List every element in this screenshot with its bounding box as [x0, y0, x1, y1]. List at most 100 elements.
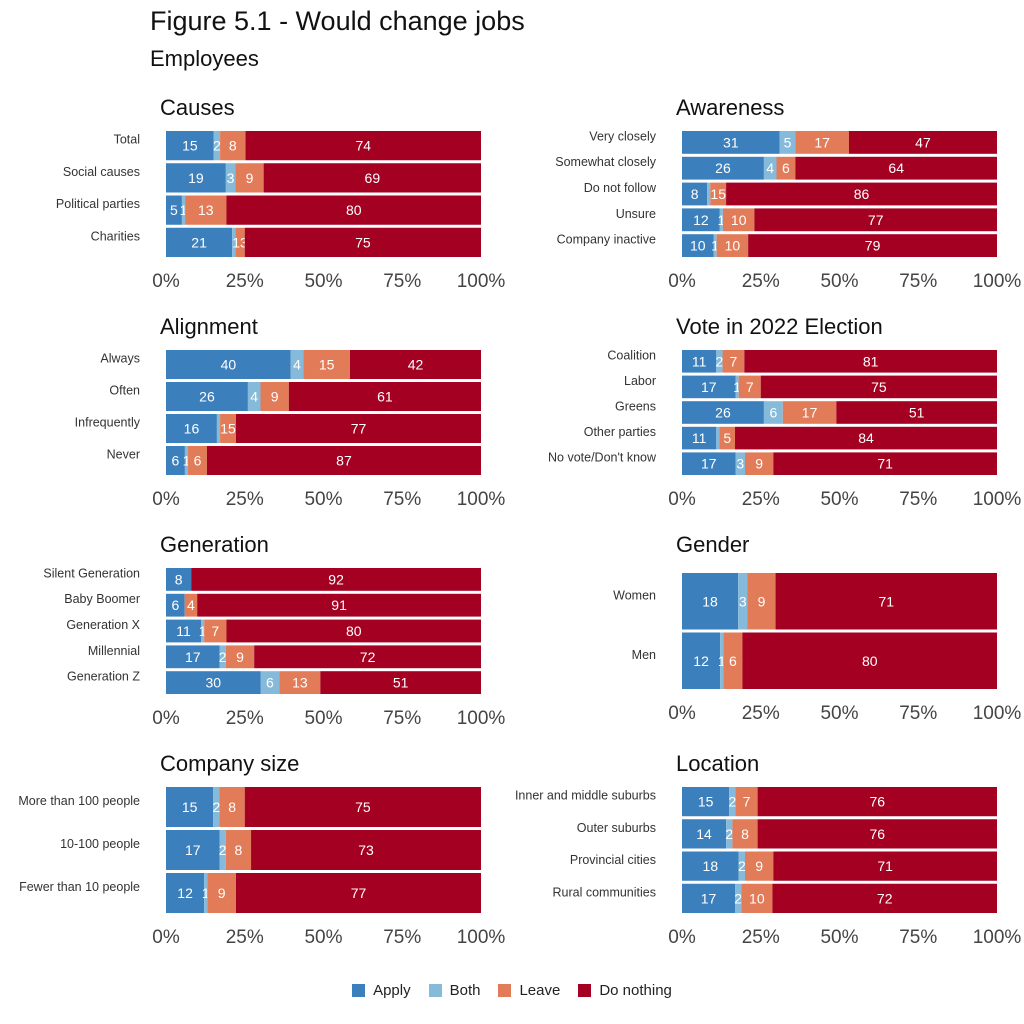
data-label: 2: [729, 794, 737, 810]
data-label: 15: [710, 186, 726, 202]
axis-tick-label: 0%: [152, 927, 180, 948]
data-label: 81: [863, 353, 879, 369]
category-label: Unsure: [616, 207, 656, 221]
bar-segment-do-nothing: [760, 375, 997, 399]
data-label: 71: [877, 456, 893, 472]
bar-segment-apply: [166, 830, 220, 870]
bar-segment-leave: [235, 163, 264, 193]
legend-label-apply: Apply: [373, 982, 411, 999]
bar-segment-apply: [166, 787, 214, 827]
bar-segment-do-nothing: [226, 619, 481, 643]
data-label: 19: [188, 170, 204, 186]
bar-segment-leave: [738, 375, 761, 399]
bar-segment-leave: [225, 830, 252, 870]
category-label: Charities: [91, 229, 140, 243]
data-label: 8: [229, 138, 237, 154]
bar-segment-both: [716, 350, 723, 373]
bar-segment-do-nothing: [773, 851, 997, 881]
bar-segment-both: [213, 131, 221, 161]
axis-tick-label: 100%: [973, 927, 1022, 948]
bar-segment-apply: [682, 883, 736, 913]
data-label: 8: [175, 571, 183, 587]
bar-segment-leave: [723, 632, 743, 689]
legend-swatch-both: [428, 984, 442, 997]
legend-swatch-do-nothing: [578, 984, 592, 997]
bar-segment-both: [219, 830, 226, 870]
bar-segment-apply: [166, 593, 185, 617]
bar-segment-apply: [166, 568, 192, 591]
axis-tick-label: 50%: [820, 927, 858, 948]
data-label: 77: [351, 421, 367, 437]
data-label: 74: [355, 138, 371, 154]
bar-segment-leave: [741, 883, 773, 913]
data-label: 8: [228, 799, 236, 815]
bar-segment-do-nothing: [757, 787, 997, 817]
data-label: 2: [734, 890, 742, 906]
bar-segment-do-nothing: [726, 182, 997, 206]
axis-tick-label: 50%: [304, 271, 342, 292]
category-label: Somewhat closely: [555, 155, 656, 169]
bar-segment-do-nothing: [197, 593, 482, 617]
bar-segment-leave: [782, 401, 837, 424]
data-label: 2: [213, 799, 221, 815]
data-label: 12: [693, 653, 709, 669]
data-label: 1: [199, 623, 207, 639]
bar-segment-leave: [722, 350, 745, 373]
panel-title-vote-in-2022-election: Vote in 2022 Election: [676, 314, 883, 339]
category-label: Coalition: [607, 348, 656, 362]
data-label: 5: [784, 134, 792, 150]
bar-segment-do-nothing: [754, 208, 997, 232]
bar-segment-apply: [682, 426, 717, 450]
bar-segment-both: [716, 426, 720, 450]
axis-tick-label: 75%: [383, 489, 421, 510]
data-label: 10: [749, 890, 765, 906]
bar-segment-leave: [204, 619, 227, 643]
bar-segment-leave: [207, 873, 236, 913]
bar-segment-leave: [776, 156, 796, 180]
data-label: 76: [870, 826, 886, 842]
bar-segment-apply: [166, 227, 233, 257]
bar-segment-apply: [166, 350, 291, 379]
data-label: 13: [198, 202, 214, 218]
legend-item-apply: Apply: [352, 982, 411, 999]
data-label: 1: [180, 202, 188, 218]
bar-segment-do-nothing: [795, 156, 997, 180]
category-label: Do not follow: [584, 181, 657, 195]
data-label: 51: [909, 405, 925, 421]
data-label: 17: [185, 842, 201, 858]
category-label: Baby Boomer: [64, 592, 140, 606]
data-label: 11: [176, 623, 191, 639]
bar-segment-apply: [682, 851, 739, 881]
category-label: Outer suburbs: [577, 821, 656, 835]
data-label: 8: [741, 826, 749, 842]
category-label: Always: [100, 352, 140, 366]
bar-segment-do-nothing: [206, 446, 481, 475]
data-label: 17: [701, 456, 717, 472]
bar-segment-both: [713, 234, 717, 257]
bar-segment-apply: [166, 414, 217, 443]
legend-item-do-nothing: Do nothing: [578, 982, 672, 999]
data-label: 10: [725, 238, 741, 254]
data-label: 2: [213, 138, 221, 154]
data-label: 31: [723, 134, 739, 150]
data-label: 9: [236, 649, 244, 665]
bar-segment-apply: [682, 182, 708, 206]
data-label: 17: [802, 405, 818, 421]
bar-segment-apply: [682, 131, 780, 154]
bar-segment-do-nothing: [236, 873, 481, 913]
data-label: 7: [730, 353, 738, 369]
axis-tick-label: 0%: [668, 703, 696, 724]
category-label: Men: [632, 648, 656, 662]
data-label: 3: [227, 170, 235, 186]
data-label: 84: [858, 430, 874, 446]
bar-segment-apply: [682, 401, 764, 424]
axis-tick-label: 75%: [899, 271, 937, 292]
axis-tick-label: 75%: [899, 489, 937, 510]
bar-segment-both: [232, 227, 236, 257]
bar-segment-leave: [220, 131, 246, 161]
data-label: 64: [888, 160, 904, 176]
data-label: 6: [194, 453, 202, 469]
bar-segment-do-nothing: [735, 426, 997, 450]
bar-segment-leave: [188, 446, 207, 475]
data-label: 4: [250, 389, 258, 405]
